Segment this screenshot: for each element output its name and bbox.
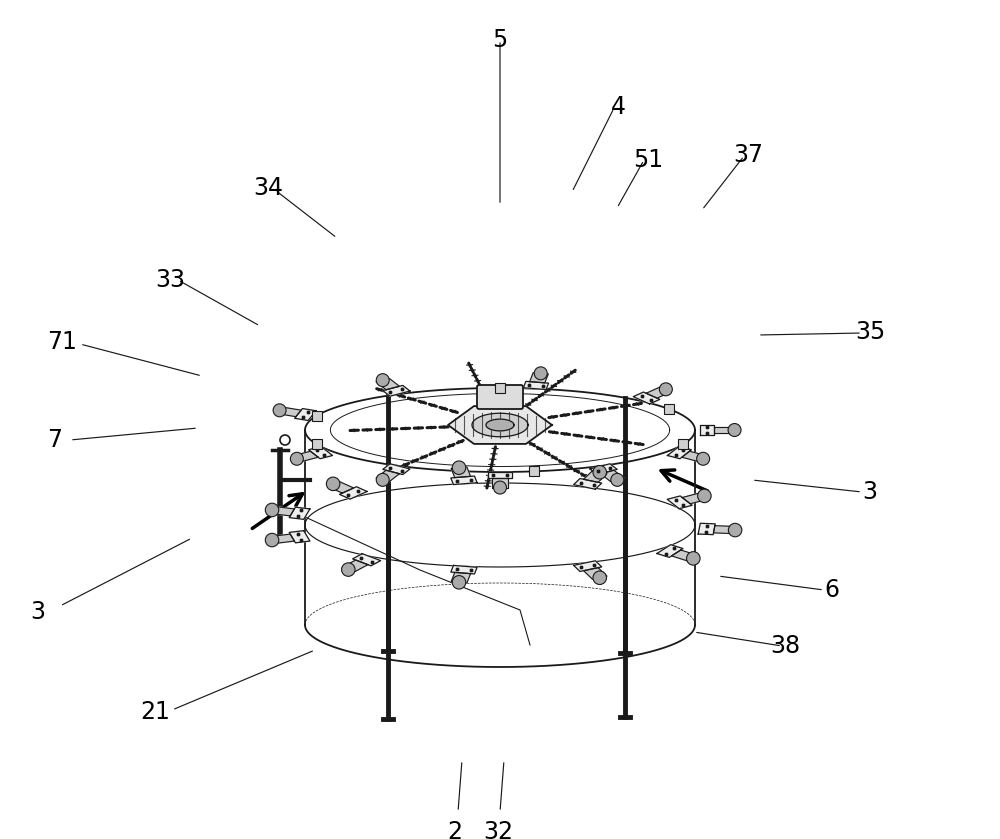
Polygon shape <box>574 478 602 489</box>
Text: 37: 37 <box>733 143 763 167</box>
Polygon shape <box>451 476 477 485</box>
Polygon shape <box>383 385 410 396</box>
Text: 2: 2 <box>448 820 462 839</box>
Circle shape <box>452 461 466 474</box>
Circle shape <box>728 424 741 436</box>
Circle shape <box>273 404 286 417</box>
Polygon shape <box>530 373 548 383</box>
Circle shape <box>698 489 711 503</box>
Text: 71: 71 <box>47 330 77 354</box>
Circle shape <box>290 452 303 466</box>
Polygon shape <box>309 446 333 459</box>
Polygon shape <box>353 554 381 565</box>
Polygon shape <box>682 451 707 461</box>
Circle shape <box>593 571 606 585</box>
Polygon shape <box>295 409 316 420</box>
Polygon shape <box>488 472 512 478</box>
Bar <box>664 404 674 414</box>
Bar <box>312 440 322 450</box>
Polygon shape <box>270 507 294 516</box>
Polygon shape <box>657 545 683 557</box>
Circle shape <box>376 473 389 487</box>
Polygon shape <box>633 392 660 404</box>
Circle shape <box>326 477 340 491</box>
Circle shape <box>728 524 742 537</box>
Circle shape <box>659 383 672 396</box>
Text: 38: 38 <box>770 634 800 658</box>
Text: 21: 21 <box>140 700 170 724</box>
Circle shape <box>534 367 547 380</box>
Polygon shape <box>327 482 354 493</box>
Circle shape <box>376 373 389 387</box>
Polygon shape <box>342 560 368 572</box>
Polygon shape <box>698 524 715 534</box>
Text: 4: 4 <box>610 95 626 119</box>
Polygon shape <box>339 487 367 499</box>
Bar <box>678 440 688 450</box>
Polygon shape <box>451 572 471 583</box>
Polygon shape <box>584 471 607 482</box>
Polygon shape <box>713 526 736 534</box>
Text: 5: 5 <box>492 28 508 52</box>
Polygon shape <box>700 425 714 435</box>
Polygon shape <box>289 530 310 543</box>
Text: 51: 51 <box>633 148 663 172</box>
Text: 7: 7 <box>48 428 62 452</box>
Text: 3: 3 <box>30 600 46 624</box>
Circle shape <box>342 563 355 576</box>
Text: 34: 34 <box>253 176 283 200</box>
Polygon shape <box>289 507 310 519</box>
Circle shape <box>265 503 279 517</box>
Polygon shape <box>376 470 399 482</box>
Bar <box>312 410 322 420</box>
Polygon shape <box>486 420 514 431</box>
Polygon shape <box>270 534 294 544</box>
Circle shape <box>697 452 710 466</box>
Polygon shape <box>472 414 528 437</box>
Polygon shape <box>714 426 735 434</box>
Polygon shape <box>682 492 708 503</box>
Polygon shape <box>646 387 671 399</box>
Text: 32: 32 <box>483 820 513 839</box>
Polygon shape <box>383 464 410 475</box>
Bar <box>529 466 539 477</box>
FancyBboxPatch shape <box>477 385 523 409</box>
Circle shape <box>265 534 279 547</box>
Text: 3: 3 <box>862 480 878 504</box>
Bar <box>495 383 505 393</box>
Polygon shape <box>376 378 399 390</box>
Circle shape <box>611 473 624 487</box>
Text: 35: 35 <box>855 320 885 344</box>
Polygon shape <box>667 446 691 459</box>
Polygon shape <box>293 451 318 461</box>
Circle shape <box>593 466 606 479</box>
Circle shape <box>494 481 506 494</box>
Polygon shape <box>584 568 607 579</box>
Polygon shape <box>492 478 508 487</box>
Polygon shape <box>672 550 698 561</box>
Polygon shape <box>601 470 624 482</box>
Text: 6: 6 <box>824 578 840 602</box>
Polygon shape <box>523 382 549 389</box>
Text: 33: 33 <box>155 268 185 292</box>
Polygon shape <box>451 565 477 574</box>
Polygon shape <box>574 560 602 571</box>
Polygon shape <box>590 464 617 475</box>
Polygon shape <box>277 407 301 417</box>
Circle shape <box>280 435 290 445</box>
Circle shape <box>687 551 700 565</box>
Polygon shape <box>451 467 471 477</box>
Circle shape <box>452 576 466 589</box>
Polygon shape <box>667 496 692 508</box>
Polygon shape <box>448 406 552 444</box>
